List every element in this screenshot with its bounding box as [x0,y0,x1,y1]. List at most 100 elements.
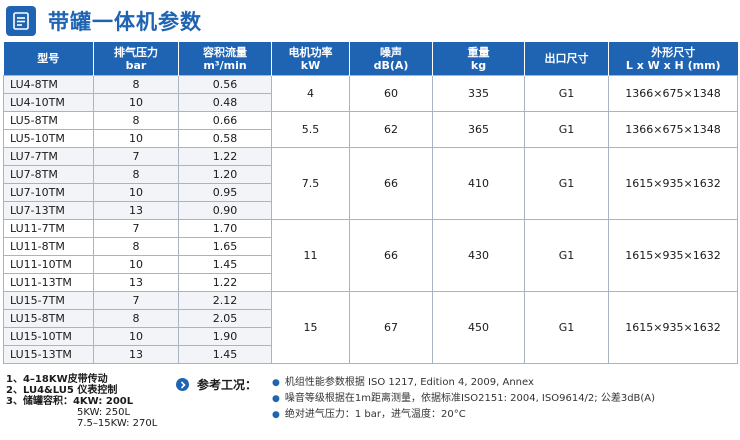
flow-cell: 0.90 [178,201,272,220]
model-cell: LU11-8TM [3,237,94,256]
column-header-noise: 噪声 dB(A) [349,42,433,76]
model-cell: LU15-7TM [3,291,94,310]
flow-cell: 1.22 [178,147,272,166]
pressure-cell: 7 [93,219,179,238]
model-cell: LU11-10TM [3,255,94,274]
power-cell: 15 [271,291,350,364]
model-cell: LU4-10TM [3,93,94,112]
pressure-cell: 8 [93,75,179,94]
model-cell: LU7-7TM [3,147,94,166]
weight-cell: 335 [432,75,525,112]
table-row: LU11-10TM 10 1.45 [3,255,738,274]
header: 带罐一体机参数 [6,4,202,38]
pressure-cell: 10 [93,255,179,274]
condition-item: ● 噪音等级根据在1m距离测量，依据标准ISO2151: 2004, ISO961… [272,393,656,404]
footnote-line: 2、LU4&LU5 仪表控制 [6,385,118,396]
model-cell: LU7-8TM [3,165,94,184]
reference-label: 参考工况： [197,378,258,392]
weight-cell: 410 [432,147,525,220]
pressure-cell: 10 [93,183,179,202]
model-cell: LU11-13TM [3,273,94,292]
power-cell: 5.5 [271,111,350,148]
bullet-icon: ● [272,378,280,388]
model-cell: LU7-10TM [3,183,94,202]
flow-cell: 2.05 [178,309,272,328]
column-header-outlet: 出口尺寸 [524,42,609,76]
pressure-cell: 13 [93,345,179,364]
outlet-cell: G1 [524,219,609,292]
pressure-cell: 10 [93,327,179,346]
reference-conditions: ● 机组性能参数根据 ISO 1217, Edition 4, 2009, Ann… [272,375,655,423]
column-header-pressure: 排气压力 bar [93,42,179,76]
power-cell: 7.5 [271,147,350,220]
flow-cell: 1.45 [178,255,272,274]
pressure-cell: 13 [93,273,179,292]
table-row: LU7-13TM 13 0.90 [3,201,738,220]
table-row: LU11-7TM 7 1.70 11 66 430 G1 1615×935×16… [3,219,738,292]
weight-cell: 430 [432,219,525,292]
flow-cell: 1.45 [178,345,272,364]
power-cell: 11 [271,219,350,292]
dimensions-cell: 1615×935×1632 [608,219,738,292]
flow-cell: 2.12 [178,291,272,310]
spec-table: 型号 排气压力 bar 容积流量 m³/min 电机功率 kW 噪声 dB(A) 重量 k… [3,42,738,364]
model-cell: LU15-13TM [3,345,94,364]
condition-item: ● 机组性能参数根据 ISO 1217, Edition 4, 2009, Ann… [272,377,534,388]
chevron-right-icon [176,378,189,391]
condition-item: ● 绝对进气压力：1 bar，进气温度：20°C [272,409,466,420]
bullet-icon: ● [272,410,280,420]
pressure-cell: 7 [93,147,179,166]
pressure-cell: 8 [93,237,179,256]
pressure-cell: 7 [93,291,179,310]
pressure-cell: 8 [93,309,179,328]
flow-cell: 0.48 [178,93,272,112]
flow-cell: 1.90 [178,327,272,346]
pressure-cell: 8 [93,111,179,130]
column-header-model: 型号 [3,42,94,76]
outlet-cell: G1 [524,291,609,364]
table-row: LU4-10TM 10 0.48 [3,93,738,112]
column-header-flow: 容积流量 m³/min [178,42,272,76]
table-row: LU5-8TM 8 0.66 5.5 62 365 G1 1366×675×13… [3,111,738,148]
model-cell: LU5-8TM [3,111,94,130]
weight-cell: 365 [432,111,525,148]
footnote-line: 3、储罐容积：4KW: 200L [6,396,134,407]
table-row: LU7-7TM 7 1.22 7.5 66 410 G1 1615×935×16… [3,147,738,220]
model-cell: LU15-10TM [3,327,94,346]
footnotes: 1、4–18KW皮带传动 2、LU4&LU5 仪表控制 3、储罐容积：4KW: … [6,374,157,429]
flow-cell: 0.56 [178,75,272,94]
table-row: LU15-13TM 13 1.45 [3,345,738,364]
weight-cell: 450 [432,291,525,364]
dimensions-cell: 1615×935×1632 [608,147,738,220]
outlet-cell: G1 [524,147,609,220]
noise-cell: 62 [349,111,433,148]
dimensions-cell: 1615×935×1632 [608,291,738,364]
flow-cell: 0.66 [178,111,272,130]
table-row: LU7-10TM 10 0.95 [3,183,738,202]
noise-cell: 60 [349,75,433,112]
model-cell: LU15-8TM [3,309,94,328]
page-title: 带罐一体机参数 [48,10,202,34]
column-header-dimensions: 外形尺寸 L x W x H (mm) [608,42,738,76]
flow-cell: 1.70 [178,219,272,238]
table-row: LU4-8TM 8 0.56 4 60 335 G1 1366×675×1348 [3,75,738,112]
table-row: LU15-8TM 8 2.05 [3,309,738,328]
outlet-cell: G1 [524,75,609,112]
pressure-cell: 8 [93,165,179,184]
footnote-line: 7.5–15KW: 270L [77,418,158,429]
outlet-cell: G1 [524,111,609,148]
footnote-line: 1、4–18KW皮带传动 [6,374,108,385]
table-row: LU5-10TM 10 0.58 [3,129,738,148]
model-cell: LU4-8TM [3,75,94,94]
flow-cell: 1.22 [178,273,272,292]
pressure-cell: 13 [93,201,179,220]
flow-cell: 0.95 [178,183,272,202]
footnote-line: 5KW: 250L [77,407,131,418]
table-row: LU11-8TM 8 1.65 [3,237,738,256]
table-header-row: 型号 排气压力 bar 容积流量 m³/min 电机功率 kW 噪声 dB(A) 重量 k… [3,42,738,76]
model-cell: LU5-10TM [3,129,94,148]
noise-cell: 66 [349,219,433,292]
flow-cell: 0.58 [178,129,272,148]
noise-cell: 67 [349,291,433,364]
flow-cell: 1.20 [178,165,272,184]
